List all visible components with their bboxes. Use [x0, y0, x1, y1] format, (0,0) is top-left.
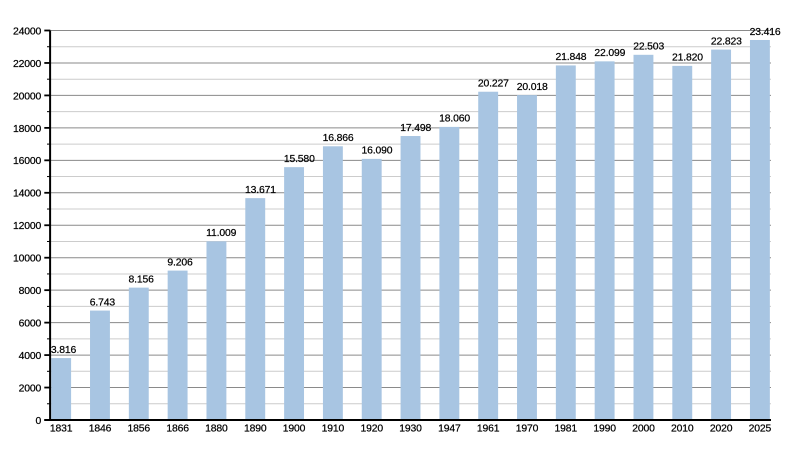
svg-text:13.671: 13.671: [245, 185, 276, 196]
svg-text:3.816: 3.816: [51, 345, 77, 356]
svg-text:0: 0: [36, 416, 42, 427]
svg-text:1880: 1880: [205, 424, 228, 435]
svg-text:21.820: 21.820: [672, 53, 703, 64]
svg-text:2000: 2000: [632, 424, 655, 435]
svg-text:22.823: 22.823: [711, 36, 742, 47]
svg-text:1831: 1831: [50, 424, 73, 435]
svg-text:2020: 2020: [710, 424, 733, 435]
svg-text:2025: 2025: [749, 424, 772, 435]
svg-text:1930: 1930: [399, 424, 422, 435]
svg-text:15.580: 15.580: [284, 154, 315, 165]
svg-text:10000: 10000: [13, 254, 42, 265]
svg-text:9.206: 9.206: [167, 257, 193, 268]
svg-text:20000: 20000: [13, 91, 42, 102]
svg-text:1990: 1990: [593, 424, 616, 435]
svg-text:16000: 16000: [13, 156, 42, 167]
svg-text:1846: 1846: [89, 424, 112, 435]
svg-text:21.848: 21.848: [556, 52, 587, 63]
svg-text:8000: 8000: [19, 286, 42, 297]
svg-text:1981: 1981: [555, 424, 578, 435]
svg-text:22.099: 22.099: [594, 48, 625, 59]
svg-text:17.498: 17.498: [400, 123, 431, 134]
svg-text:1900: 1900: [283, 424, 306, 435]
svg-text:16.866: 16.866: [323, 133, 354, 144]
svg-text:6000: 6000: [19, 319, 42, 330]
svg-text:18.060: 18.060: [439, 114, 470, 125]
svg-text:20.018: 20.018: [517, 82, 548, 93]
svg-text:23.416: 23.416: [750, 27, 781, 38]
svg-text:18000: 18000: [13, 124, 42, 135]
svg-text:16.090: 16.090: [361, 146, 392, 157]
svg-text:1856: 1856: [128, 424, 151, 435]
svg-text:1920: 1920: [360, 424, 383, 435]
svg-text:22.503: 22.503: [633, 42, 664, 53]
svg-text:1947: 1947: [438, 424, 461, 435]
svg-text:20.227: 20.227: [478, 79, 509, 90]
svg-text:12000: 12000: [13, 221, 42, 232]
svg-text:14000: 14000: [13, 189, 42, 200]
svg-text:1970: 1970: [516, 424, 539, 435]
svg-text:1961: 1961: [477, 424, 500, 435]
svg-text:2010: 2010: [671, 424, 694, 435]
svg-text:6.743: 6.743: [90, 297, 116, 308]
svg-text:1866: 1866: [166, 424, 189, 435]
svg-text:8.156: 8.156: [129, 274, 155, 285]
svg-text:4000: 4000: [19, 351, 42, 362]
svg-text:1890: 1890: [244, 424, 267, 435]
svg-text:1910: 1910: [322, 424, 345, 435]
svg-text:24000: 24000: [13, 26, 42, 37]
svg-text:11.009: 11.009: [206, 228, 236, 239]
svg-text:22000: 22000: [13, 59, 42, 70]
svg-text:2000: 2000: [19, 383, 42, 394]
